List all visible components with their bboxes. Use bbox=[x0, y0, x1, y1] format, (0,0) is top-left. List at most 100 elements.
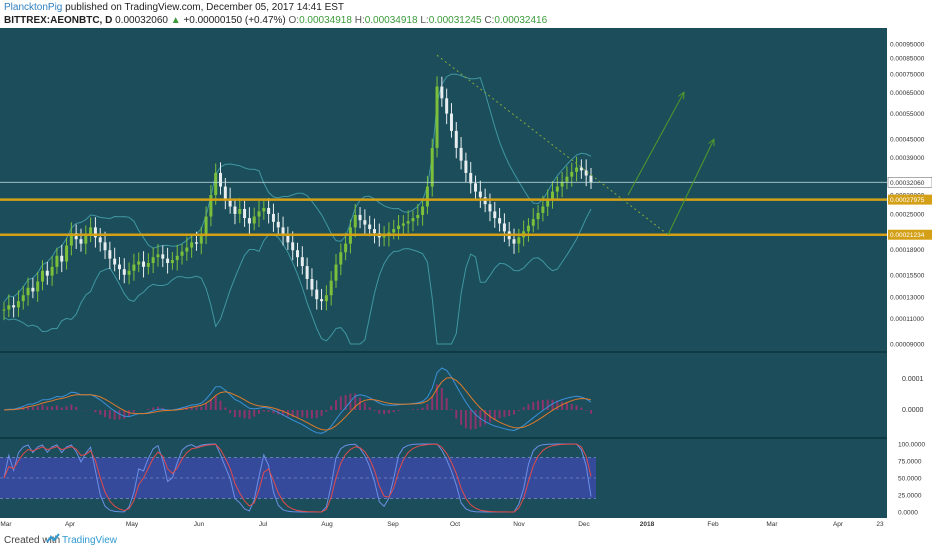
candle bbox=[40, 260, 44, 291]
candle-body bbox=[449, 113, 453, 131]
candle-body bbox=[358, 214, 362, 221]
candle bbox=[137, 252, 141, 273]
candle bbox=[257, 200, 261, 228]
candle-body bbox=[45, 270, 49, 276]
candle bbox=[339, 243, 343, 276]
arrowhead-icon bbox=[708, 138, 715, 147]
candle bbox=[435, 76, 439, 158]
candle-body bbox=[464, 160, 468, 173]
candle bbox=[358, 207, 362, 229]
candle-body bbox=[127, 270, 131, 275]
time-tick-label: May bbox=[126, 521, 139, 528]
price-tick-label: 0.00075000 bbox=[890, 72, 925, 79]
candle-body bbox=[454, 130, 458, 148]
candle-body bbox=[546, 198, 550, 207]
candle bbox=[498, 208, 502, 232]
candle bbox=[60, 244, 64, 273]
candle bbox=[84, 225, 88, 255]
candle-body bbox=[60, 255, 64, 262]
candle bbox=[324, 285, 328, 311]
candle bbox=[21, 286, 25, 310]
candle bbox=[117, 256, 121, 280]
candle-body bbox=[430, 147, 434, 187]
candle bbox=[575, 156, 579, 182]
candle bbox=[474, 175, 478, 199]
price-tick-label: 0.00015500 bbox=[890, 272, 925, 279]
author-link[interactable]: PlancktonPig bbox=[4, 2, 63, 13]
candle bbox=[103, 231, 107, 260]
bollinger-bands bbox=[3, 73, 592, 345]
candle bbox=[219, 162, 223, 195]
candle-body bbox=[233, 206, 237, 214]
candle bbox=[89, 217, 93, 243]
target-arrow bbox=[667, 138, 715, 235]
candle-body bbox=[55, 255, 59, 267]
support-levels bbox=[0, 181, 887, 236]
candle-body bbox=[551, 191, 555, 199]
candle bbox=[185, 236, 189, 261]
macd-line bbox=[3, 367, 592, 434]
chart-canvas[interactable]: 0.00095000 0.00085000 0.00075000 0.00065000… bbox=[0, 28, 932, 528]
candle bbox=[243, 200, 247, 227]
candle bbox=[161, 245, 165, 268]
candle bbox=[454, 122, 458, 159]
open-value: 0.00034918 bbox=[299, 15, 352, 26]
price-tick-label: 0.00065000 bbox=[890, 90, 925, 97]
candle bbox=[146, 253, 150, 275]
candle-body bbox=[262, 207, 266, 212]
candle-body bbox=[512, 239, 516, 244]
candle bbox=[108, 241, 112, 270]
candle-body bbox=[223, 186, 227, 199]
candle-body bbox=[353, 214, 357, 228]
candle-body bbox=[132, 264, 136, 271]
candle-body bbox=[416, 214, 420, 219]
candle-body bbox=[575, 167, 579, 172]
price-tick: 0.00065000 bbox=[890, 90, 925, 97]
time-tick-label: Apr bbox=[833, 521, 844, 528]
candle-body bbox=[411, 218, 415, 222]
candle bbox=[464, 152, 468, 183]
candle bbox=[579, 159, 583, 179]
candle-body bbox=[79, 239, 83, 244]
candle-body bbox=[339, 252, 343, 265]
chart-area[interactable]: 0.00095000 0.00085000 0.00075000 0.00065000… bbox=[0, 28, 932, 528]
candle-body bbox=[421, 206, 425, 215]
upper-band bbox=[3, 73, 592, 303]
candle bbox=[502, 213, 506, 242]
tradingview-link[interactable]: TradingView bbox=[62, 535, 118, 546]
axis-background bbox=[887, 28, 932, 528]
time-tick-label: Oct bbox=[450, 521, 460, 528]
candle bbox=[372, 218, 376, 244]
candle-body bbox=[526, 225, 530, 232]
candle-body bbox=[267, 207, 271, 214]
candle bbox=[421, 198, 425, 226]
open-label: O: bbox=[288, 15, 300, 26]
candle-body bbox=[324, 295, 328, 302]
candle bbox=[45, 261, 49, 285]
candle-body bbox=[397, 225, 401, 230]
tradingview-logo-icon[interactable] bbox=[46, 533, 60, 548]
price-tick-label: 0.00025000 bbox=[890, 211, 925, 218]
macd-indicator bbox=[0, 351, 887, 434]
candle bbox=[31, 277, 35, 299]
price-tick-label: 0.00011000 bbox=[890, 316, 924, 323]
candle-body bbox=[435, 86, 439, 148]
candle-body bbox=[498, 218, 502, 224]
candle bbox=[262, 198, 266, 220]
low-label: L: bbox=[420, 15, 429, 26]
candle bbox=[180, 243, 184, 265]
stoch-tick-label: 25.0000 bbox=[898, 493, 922, 500]
candle-body bbox=[40, 270, 44, 282]
price-tick: 0.00055000 bbox=[890, 111, 925, 118]
candle-body bbox=[12, 305, 16, 308]
price-highlight bbox=[888, 229, 932, 240]
candle bbox=[565, 166, 569, 190]
price-tick: 0.00032060 bbox=[887, 177, 932, 188]
price-tick-label: 0.00009000 bbox=[890, 342, 925, 349]
candle bbox=[291, 231, 295, 261]
price-tick: 0.00075000 bbox=[890, 72, 925, 79]
lower-band bbox=[3, 208, 592, 345]
candle-body bbox=[161, 254, 165, 259]
candle bbox=[300, 246, 304, 275]
price-tick: 0.00025000 bbox=[890, 211, 925, 218]
